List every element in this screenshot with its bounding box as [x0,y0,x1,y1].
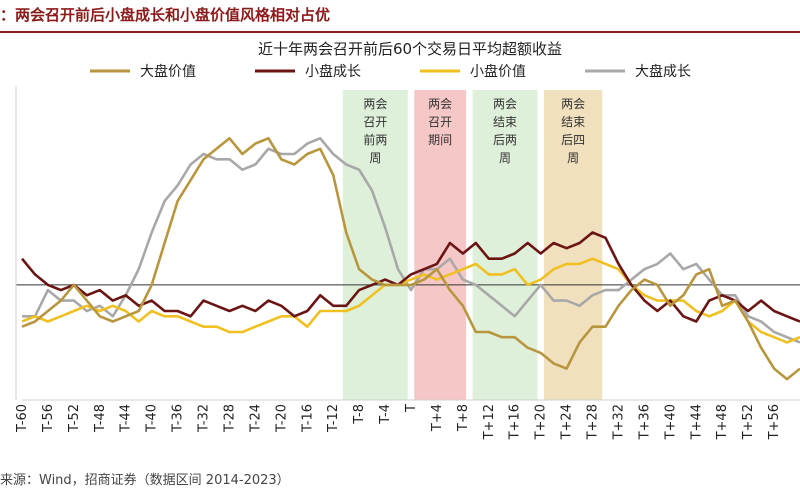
x-tick-label: T+4 [430,404,445,432]
x-tick-label: T+32 [611,404,626,440]
excess-return-chart: 近十年两会召开前后60个交易日平均超额收益 两会召开前两周 两会召开期间 两会结束后… [15,40,800,440]
zero-axis [15,86,800,400]
x-tick-label: T-36 [171,404,186,433]
x-axis-ticks: T-60 T-56 T-52 T-48 T-44 T-40 T-36 T-32 T-28 T-24… [15,399,800,440]
legend: 大盘价值 小盘成长 小盘价值 大盘成长 [90,63,691,80]
annotation-label-4: 两会结束后四周 [561,97,585,165]
legend-label-1: 大盘价值 [140,63,196,80]
chart-title: 近十年两会召开前后60个交易日平均超额收益 [258,40,562,58]
x-tick-label: T+28 [586,404,601,440]
annotation-band-2 [414,90,467,400]
x-tick-label: T+20 [534,404,549,440]
annotation-label-3: 两会结束后两周 [493,97,517,165]
annotation-label-2: 两会召开期间 [428,97,452,147]
x-tick-label: T+56 [767,404,782,440]
x-tick-label: T-24 [248,404,263,433]
x-tick-label: T-48 [93,404,108,433]
x-tick-label: T+40 [663,404,678,440]
x-tick-label: T+52 [741,404,756,440]
x-tick-label: T-16 [300,404,315,433]
x-tick-label: T+12 [482,404,497,440]
x-tick-label: T-60 [15,404,30,433]
x-tick-label: T+48 [715,404,730,440]
series-line-1 [21,137,800,381]
legend-label-3: 小盘价值 [470,63,526,80]
x-tick-label: T-8 [352,404,367,425]
source-note: 来源：Wind，招商证券（数据区间 2014-2023） [0,473,290,488]
legend-label-4: 大盘成长 [635,63,691,80]
x-tick-label: T-32 [197,404,212,433]
x-tick-label: T-52 [67,404,82,433]
x-tick-label: T+16 [508,404,523,440]
annotation-band-1 [342,90,408,400]
report-title: ：两会召开前后小盘成长和小盘价值风格相对占优 [0,6,331,24]
x-tick-label: T [404,404,419,413]
x-tick-label: T-40 [145,404,160,433]
report-header: ：两会召开前后小盘成长和小盘价值风格相对占优 [0,0,800,34]
annotation-label-1: 两会召开前两周 [363,97,387,165]
x-tick-label: T+44 [689,404,704,440]
x-tick-label: T-44 [119,404,134,433]
x-tick-label: T+8 [456,404,471,432]
x-tick-label: T-56 [41,404,56,433]
x-tick-label: T+24 [560,404,575,440]
x-tick-label: T-28 [222,404,237,433]
series-line-2 [20,231,800,323]
series-lines [20,137,800,381]
series-line-4 [22,137,800,344]
legend-label-2: 小盘成长 [305,63,361,80]
x-tick-label: T-12 [326,404,341,433]
x-tick-label: T+36 [637,404,652,440]
x-tick-label: T-20 [274,404,289,433]
header-rule [0,31,800,33]
x-tick-label: T-4 [378,404,393,425]
